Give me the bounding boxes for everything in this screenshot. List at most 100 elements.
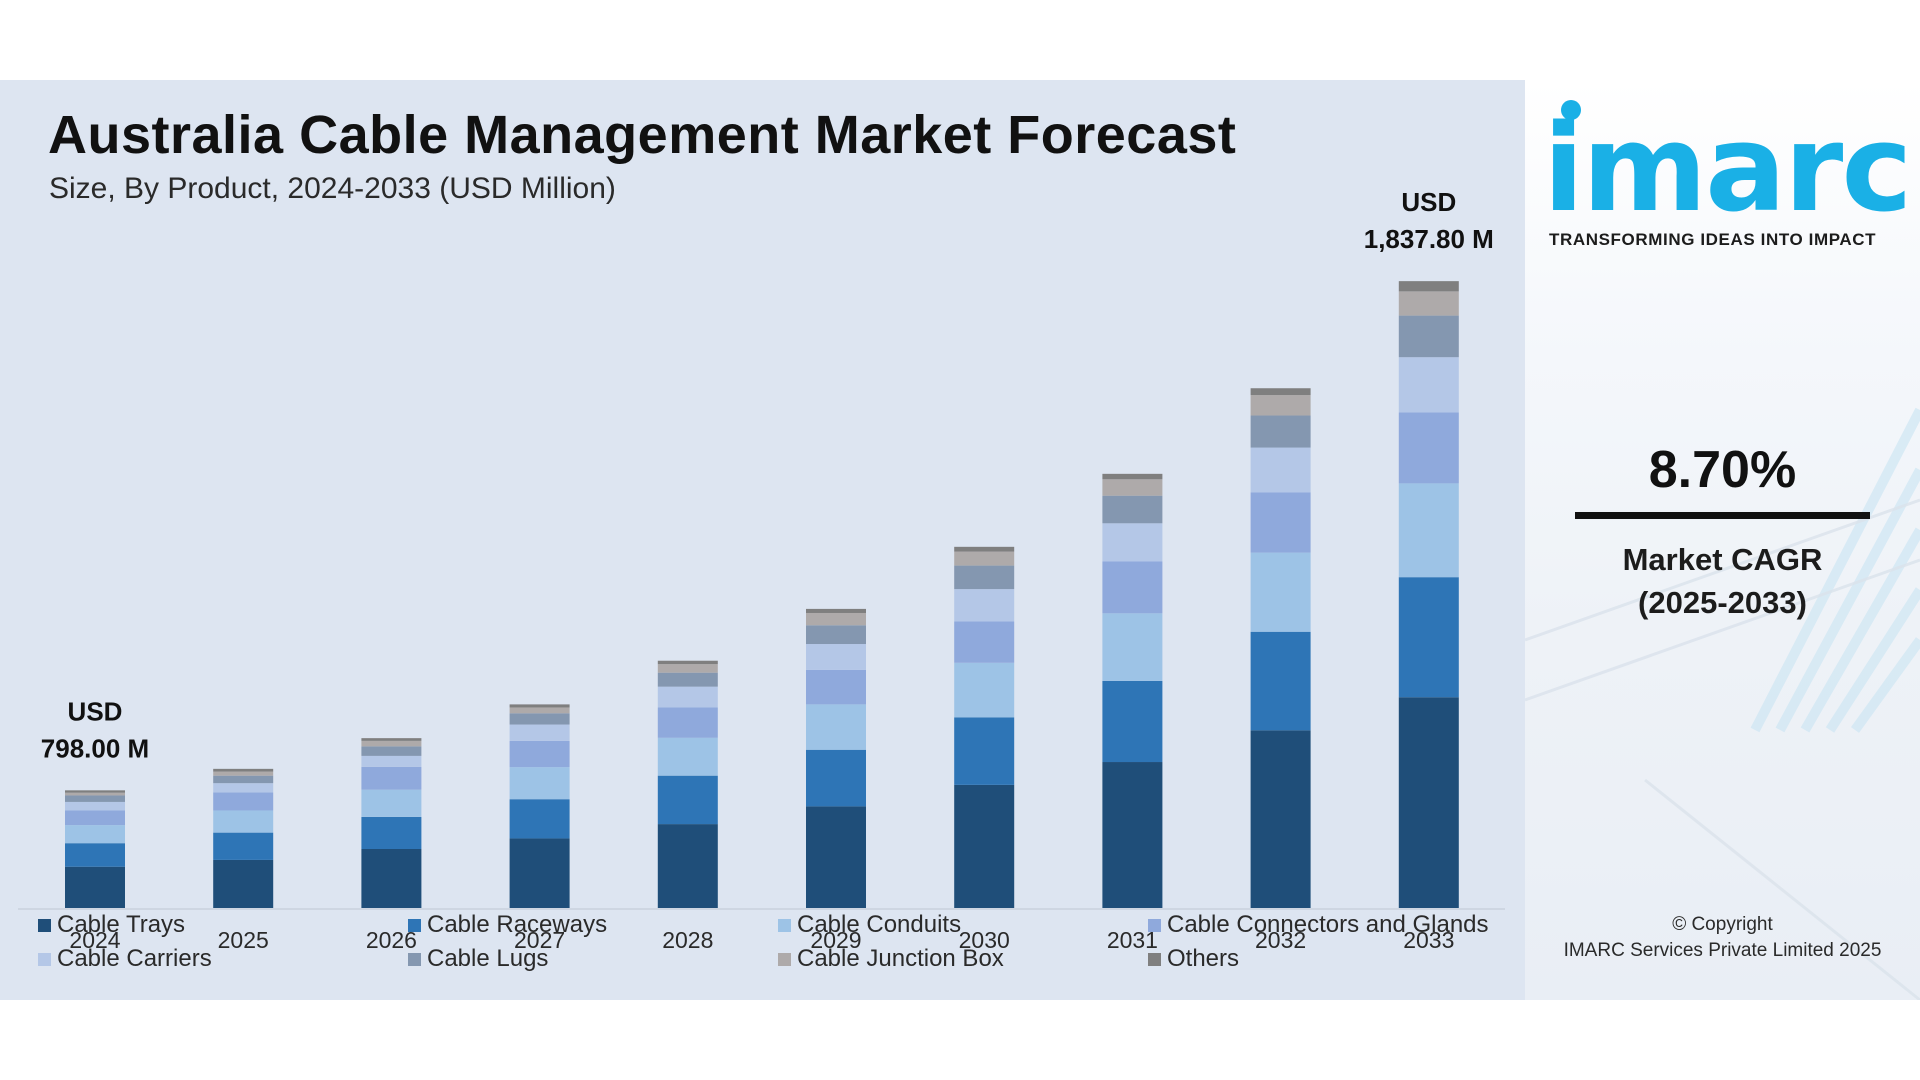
bar-2025 [213, 768, 274, 908]
copyright-line-2: IMARC Services Private Limited 2025 [1563, 939, 1882, 961]
bar-segment-2030-cable-junction-box [954, 551, 1015, 566]
bar-segment-2033-cable-connectors-and-glands [1398, 412, 1459, 484]
bar-segment-2024-cable-connectors-and-glands [65, 810, 125, 826]
bar-segment-2024-cable-trays [65, 866, 125, 908]
bar-segment-2030-others [954, 546, 1015, 552]
bar-segment-2025-cable-raceways [213, 832, 274, 860]
legend-item-cable-raceways: Cable Raceways [408, 910, 607, 940]
bar-segment-2030-cable-raceways [954, 717, 1015, 785]
logo-dot-icon [1561, 100, 1581, 120]
bar-segment-2027-cable-trays [509, 838, 570, 908]
bar-segment-2031-cable-carriers [1102, 523, 1163, 562]
legend-swatch [38, 952, 51, 966]
data-label-2033-line-1: USD [1401, 187, 1456, 217]
chart-title: Australia Cable Management Market Foreca… [48, 105, 1237, 165]
bar-segment-2030-cable-connectors-and-glands [954, 621, 1015, 663]
bar-segment-2033-cable-lugs [1398, 315, 1459, 358]
bar-segment-2027-cable-carriers [509, 724, 570, 741]
stacked-bar-chart: 2024 2025 2026 2027 2028 2029 2030 2031 2032 2033… [18, 187, 1505, 953]
bar-2030 [954, 546, 1015, 908]
bar-segment-2027-cable-conduits [509, 767, 570, 800]
bar-segment-2025-others [213, 768, 274, 772]
bar-segment-2033-cable-conduits [1398, 483, 1459, 578]
legend-label: Cable Lugs [427, 945, 549, 972]
bar-segment-2026-cable-trays [361, 848, 422, 908]
legend-swatch [38, 918, 51, 932]
side-panel: imarc TRANSFORMING IDEAS INTO IMPACT 8.7… [1525, 80, 1920, 1000]
copyright: © Copyright IMARC Services Private Limit… [1525, 912, 1920, 963]
bar-2024 [65, 790, 125, 908]
bar-segment-2028-cable-trays [657, 824, 718, 908]
imarc-logo: imarc [1543, 100, 1912, 239]
legend-item-cable-trays: Cable Trays [38, 910, 185, 940]
bar-segment-2026-cable-lugs [361, 746, 422, 756]
bar-segment-2026-cable-conduits [361, 789, 422, 817]
legend-item-cable-connectors-and-glands: Cable Connectors and Glands [1148, 910, 1489, 940]
legend-swatch [778, 952, 791, 966]
bar-segment-2033-cable-trays [1398, 697, 1459, 908]
bar-segment-2032-cable-conduits [1250, 552, 1311, 632]
infographic-card: Australia Cable Management Market Foreca… [0, 80, 1920, 1000]
bar-segment-2031-cable-conduits [1102, 613, 1163, 681]
legend-item-cable-lugs: Cable Lugs [408, 944, 548, 974]
bar-segment-2031-cable-junction-box [1102, 479, 1163, 496]
legend-item-cable-carriers: Cable Carriers [38, 944, 212, 974]
bar-2028 [657, 660, 718, 908]
bar-segment-2027-cable-raceways [509, 799, 570, 839]
bar-segment-2032-cable-trays [1250, 730, 1311, 908]
legend-swatch [408, 918, 421, 932]
x-tick-label-2029: 2029 [810, 927, 861, 953]
bar-segment-2029-others [806, 608, 866, 613]
x-tick-label-2027: 2027 [514, 927, 565, 953]
bar-segment-2025-cable-carriers [213, 783, 274, 793]
bar-segment-2024-cable-junction-box [65, 792, 125, 796]
bar-segment-2025-cable-junction-box [213, 771, 274, 776]
bar-segment-2029-cable-connectors-and-glands [806, 669, 866, 705]
bar-2033 [1398, 281, 1459, 908]
cagr-label-line-1: Market CAGR [1622, 542, 1823, 577]
legend-label: Cable Connectors and Glands [1167, 911, 1489, 938]
bar-segment-2032-others [1250, 388, 1311, 396]
bar-segment-2024-others [65, 790, 125, 793]
bar-segment-2031-cable-lugs [1102, 495, 1163, 524]
legend-label: Others [1167, 945, 1240, 972]
chart-panel: Australia Cable Management Market Foreca… [0, 80, 1525, 1000]
bar-2031 [1102, 473, 1163, 908]
cagr-value: 8.70% [1648, 441, 1797, 499]
bar-segment-2025-cable-trays [213, 859, 274, 908]
bar-segment-2024-cable-carriers [65, 801, 125, 811]
bar-segment-2028-cable-conduits [657, 737, 718, 776]
bar-segment-2030-cable-carriers [954, 589, 1015, 622]
bar-segment-2031-cable-connectors-and-glands [1102, 561, 1163, 614]
bar-segment-2030-cable-conduits [954, 662, 1015, 718]
bar-2026 [361, 738, 422, 908]
legend-item-others: Others [1148, 944, 1239, 974]
bar-segment-2027-cable-lugs [509, 713, 570, 725]
logo-tagline: TRANSFORMING IDEAS INTO IMPACT [1549, 230, 1877, 249]
bar-segment-2030-cable-lugs [954, 565, 1015, 590]
legend-label: Cable Raceways [427, 911, 608, 938]
bar-segment-2028-cable-lugs [657, 672, 718, 687]
bar-segment-2032-cable-junction-box [1250, 395, 1311, 416]
background-graph-decoration [1525, 407, 1920, 1000]
bar-segment-2031-cable-trays [1102, 762, 1163, 908]
cagr-label-line-2: (2025-2033) [1638, 585, 1807, 621]
x-tick-label-2033: 2033 [1403, 927, 1454, 953]
legend-swatch [778, 918, 791, 932]
x-tick-label-2030: 2030 [959, 927, 1010, 953]
bar-segment-2032-cable-connectors-and-glands [1250, 492, 1311, 553]
bar-segment-2033-others [1398, 281, 1459, 292]
legend-swatch [408, 952, 421, 966]
bar-segment-2029-cable-conduits [806, 704, 866, 750]
legend-label: Cable Trays [57, 911, 186, 938]
bar-segment-2033-cable-carriers [1398, 357, 1459, 413]
bar-segment-2025-cable-conduits [213, 810, 274, 833]
bar-segment-2028-cable-junction-box [657, 664, 718, 673]
bar-segment-2029-cable-carriers [806, 644, 866, 670]
data-label-2024-line-2: 798.00 M [41, 733, 149, 763]
copyright-line-1: © Copyright [1672, 914, 1773, 935]
bar-segment-2030-cable-trays [954, 784, 1015, 908]
bar-segment-2028-cable-connectors-and-glands [657, 707, 718, 738]
bar-segment-2028-others [657, 660, 718, 665]
legend-label: Cable Carriers [57, 945, 212, 972]
